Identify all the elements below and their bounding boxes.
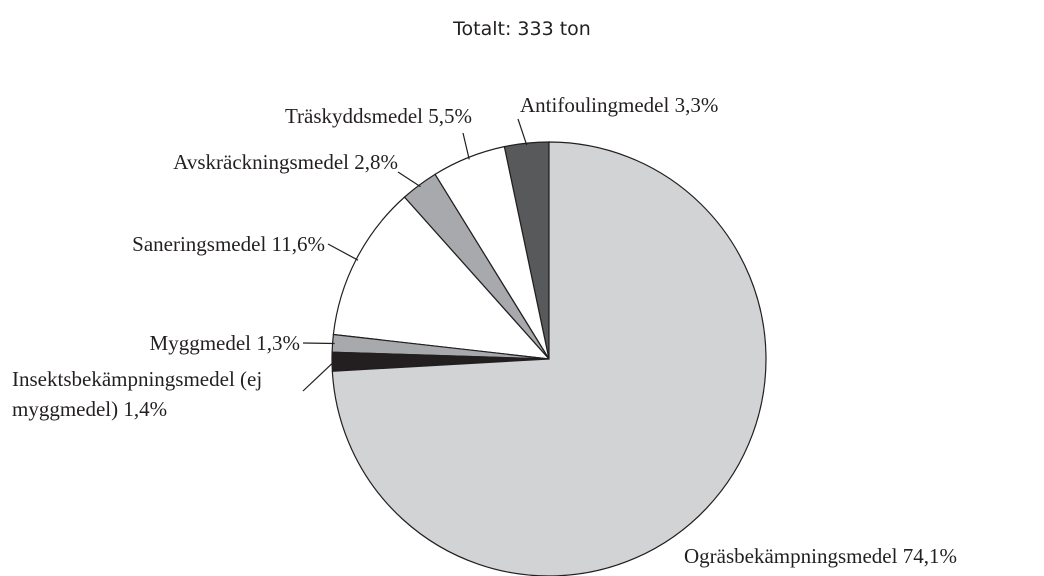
slice-label: Myggmedel 1,3% <box>150 328 300 358</box>
leader-line <box>462 132 470 160</box>
slice-label: Avskräckningsmedel 2,8% <box>173 147 398 177</box>
category-label: Myggmedel <box>149 331 251 355</box>
chart-title: Totalt: 333 ton <box>453 18 591 40</box>
slice-label: Saneringsmedel 11,6% <box>132 229 325 259</box>
value-label: 74,1% <box>902 544 957 568</box>
value-label: 1,3% <box>256 331 300 355</box>
value-label: 3,3% <box>674 93 719 117</box>
category-label: Ogräsbekämpningsmedel <box>684 544 898 568</box>
value-label: 2,8% <box>354 150 398 174</box>
category-label: Saneringsmedel <box>132 232 267 256</box>
leader-line <box>302 361 335 392</box>
leader-line <box>517 118 528 146</box>
value-label: 5,5% <box>428 104 472 128</box>
leader-line <box>397 171 421 188</box>
category-label: Träskyddsmedel <box>284 104 423 128</box>
slice-label: Ogräsbekämpningsmedel 74,1% <box>684 541 957 571</box>
slice-label: Insektsbekämpningsmedel (ej myggmedel) 1… <box>12 364 312 424</box>
leader-line <box>327 243 359 261</box>
value-label: 11,6% <box>271 232 325 256</box>
category-label: Insektsbekämpningsmedel (ej myggmedel) <box>12 367 263 421</box>
slice-label: Träskyddsmedel 5,5% <box>285 101 472 131</box>
category-label: Antifoulingmedel <box>520 93 670 117</box>
value-label: 1,4% <box>123 397 168 421</box>
category-label: Avskräckningsmedel <box>173 150 349 174</box>
slice-label: Antifoulingmedel 3,3% <box>520 90 718 120</box>
pie-slice <box>331 141 767 576</box>
